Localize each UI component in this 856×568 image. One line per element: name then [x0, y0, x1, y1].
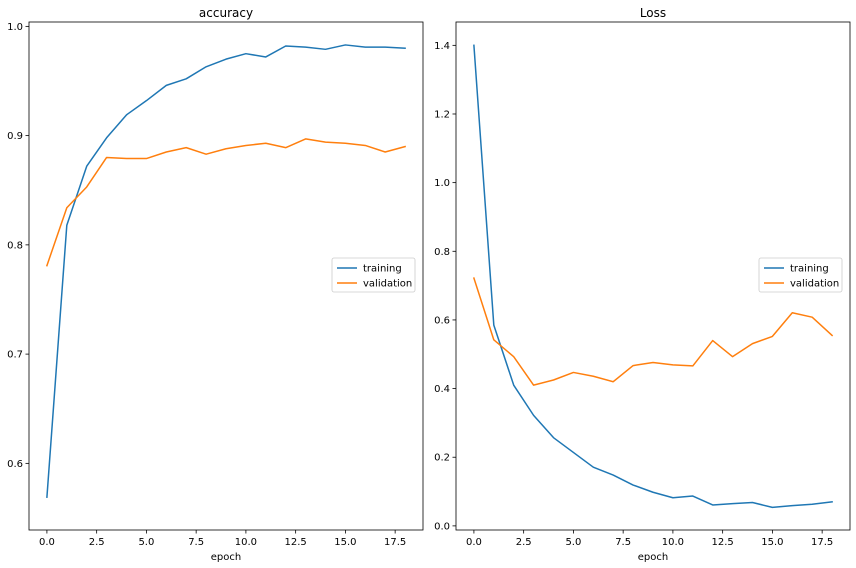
series-line-training: [473, 44, 833, 509]
x-tick-label: 5.0: [565, 537, 581, 548]
x-tick-label: 0.0: [466, 537, 482, 548]
legend-label-validation: validation: [790, 279, 839, 290]
x-tick-label: 17.5: [811, 537, 833, 548]
x-tick-label: 17.5: [384, 537, 406, 548]
y-tick-label: 0.2: [434, 453, 450, 464]
y-tick-label: 0.0: [434, 521, 450, 532]
chart-panel-1: accuracy 0.0 2.5 5.0 7.5 10.0 12.5 15.0 17.5 0.6 0…: [7, 6, 424, 563]
x-axis-label: epoch: [638, 552, 668, 563]
x-tick-label: 5.0: [138, 537, 154, 548]
y-tick-label: 0.6: [7, 459, 23, 470]
y-tick-label: 0.9: [7, 131, 23, 142]
y-tick-label: 0.7: [7, 350, 23, 361]
x-axis-label: epoch: [211, 552, 241, 563]
x-tick-label: 12.5: [285, 537, 307, 548]
series-line-validation: [45, 138, 407, 267]
x-tick-label: 10.0: [662, 537, 684, 548]
x-tick-label: 7.5: [188, 537, 204, 548]
x-tick-label: 7.5: [615, 537, 631, 548]
legend: training validation: [331, 257, 416, 293]
legend-label-training: training: [363, 264, 402, 275]
x-tick-label: 2.5: [516, 537, 532, 548]
legend: training validation: [758, 257, 843, 293]
y-tick-label: 1.2: [434, 109, 450, 120]
y-tick-label: 0.4: [434, 384, 450, 395]
chart-title: Loss: [640, 6, 666, 20]
chart-panel-2: Loss 0.0 2.5 5.0 7.5 10.0 12.5 15.0 17.5 0.0 0.2 0.…: [434, 6, 851, 563]
x-tick-label: 10.0: [235, 537, 257, 548]
y-tick-label: 1.4: [434, 41, 450, 52]
y-tick-label: 1.0: [434, 178, 450, 189]
chart-title: accuracy: [199, 6, 253, 20]
x-tick-label: 15.0: [334, 537, 356, 548]
axes-frame: [28, 21, 424, 531]
y-tick-label: 1.0: [7, 22, 23, 33]
y-tick-label: 0.8: [434, 247, 450, 258]
series-line-validation: [472, 277, 834, 386]
legend-label-validation: validation: [363, 279, 412, 290]
series-line-training: [46, 44, 406, 499]
y-tick-label: 0.6: [434, 315, 450, 326]
legend-label-training: training: [790, 264, 829, 275]
x-tick-label: 15.0: [761, 537, 783, 548]
x-tick-label: 0.0: [39, 537, 55, 548]
y-tick-label: 0.8: [7, 240, 23, 251]
axes-frame: [455, 21, 851, 531]
x-tick-label: 12.5: [712, 537, 734, 548]
x-tick-label: 2.5: [89, 537, 105, 548]
